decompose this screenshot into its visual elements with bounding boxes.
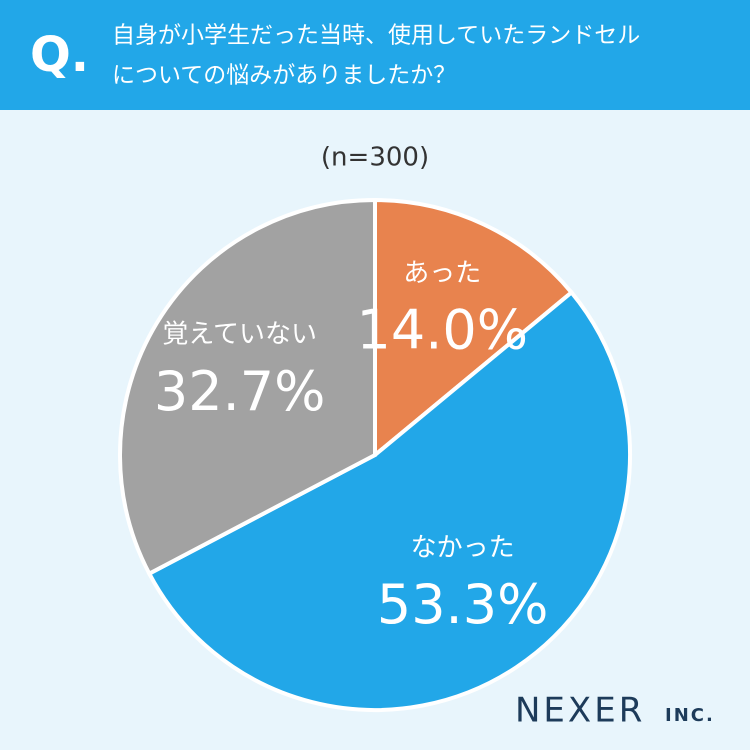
title-line: についての悩みがありましたか？ <box>112 63 456 89</box>
pie-slice <box>373 197 575 460</box>
slice-label: なかった <box>411 533 515 563</box>
value-label: 14.0% <box>357 299 529 362</box>
value-label: 53.3% <box>377 573 549 636</box>
header-band <box>0 0 750 110</box>
pie <box>118 197 632 712</box>
brand: NEXER <box>515 691 645 731</box>
question-mark: Q. <box>30 27 89 83</box>
pie-slice <box>118 197 377 577</box>
slice-label: あった <box>403 258 481 288</box>
subtitle: (n=300) <box>321 143 429 173</box>
value-label: 32.7% <box>154 360 326 423</box>
pie-slice <box>146 289 632 712</box>
slice-label: 覚えていない <box>162 320 317 350</box>
brand-suffix: INC. <box>665 705 715 726</box>
title-line: 自身が小学生だった当時、使用していたランドセル <box>112 23 640 49</box>
